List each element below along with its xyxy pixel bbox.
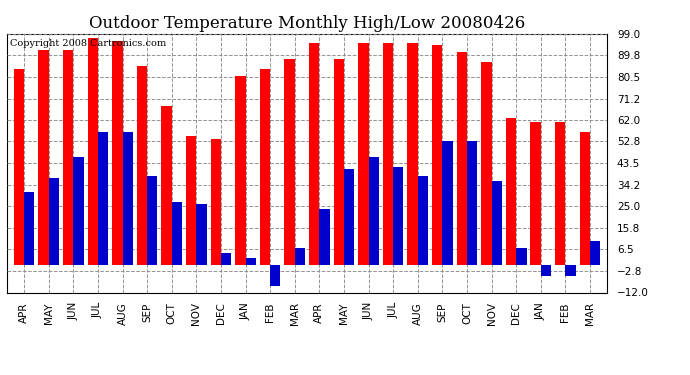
Bar <box>417 176 428 264</box>
Bar <box>63 50 73 264</box>
Bar <box>73 157 83 264</box>
Bar <box>457 53 467 264</box>
Bar <box>98 132 108 264</box>
Bar <box>147 176 157 264</box>
Bar <box>137 66 147 264</box>
Bar <box>270 264 280 285</box>
Bar <box>221 253 231 264</box>
Bar <box>260 69 270 264</box>
Bar <box>383 43 393 264</box>
Bar <box>590 241 600 264</box>
Bar <box>541 264 551 276</box>
Bar <box>393 166 404 264</box>
Bar <box>516 248 526 264</box>
Bar <box>88 38 98 264</box>
Bar <box>432 45 442 264</box>
Bar <box>295 248 305 264</box>
Bar <box>506 118 516 264</box>
Bar <box>246 258 256 264</box>
Bar <box>555 122 565 264</box>
Bar <box>235 76 246 264</box>
Bar <box>172 202 182 264</box>
Bar <box>467 141 477 264</box>
Bar <box>358 43 368 264</box>
Bar <box>197 204 207 264</box>
Text: Copyright 2008 Cartronics.com: Copyright 2008 Cartronics.com <box>10 39 166 48</box>
Bar <box>112 41 123 264</box>
Bar <box>565 264 575 276</box>
Bar <box>442 141 453 264</box>
Bar <box>344 169 354 264</box>
Bar <box>14 69 24 264</box>
Bar <box>210 139 221 264</box>
Bar <box>284 59 295 264</box>
Bar <box>319 209 330 264</box>
Bar <box>368 157 379 264</box>
Bar <box>407 43 417 264</box>
Bar <box>49 178 59 264</box>
Bar <box>186 136 197 264</box>
Bar <box>161 106 172 264</box>
Title: Outdoor Temperature Monthly High/Low 20080426: Outdoor Temperature Monthly High/Low 200… <box>89 15 525 32</box>
Bar <box>531 122 541 264</box>
Bar <box>580 132 590 264</box>
Bar <box>309 43 319 264</box>
Bar <box>334 59 344 264</box>
Bar <box>491 181 502 264</box>
Bar <box>24 192 34 264</box>
Bar <box>39 50 49 264</box>
Bar <box>481 62 491 264</box>
Bar <box>123 132 133 264</box>
